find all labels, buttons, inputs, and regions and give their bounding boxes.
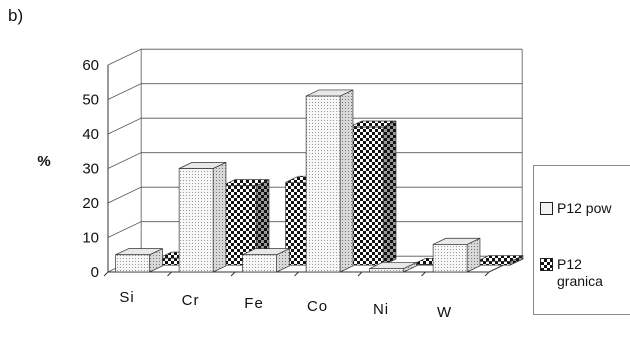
gridline [107, 48, 523, 66]
bar [432, 237, 481, 273]
legend: P12 pow P12 granica [533, 165, 630, 315]
bar-side [339, 89, 354, 273]
x-tick [230, 271, 236, 277]
dotted-swatch-icon [540, 202, 553, 215]
x-tick-label: Co [307, 298, 328, 315]
bar [348, 120, 397, 266]
checkered-swatch-icon [540, 258, 553, 271]
bar [305, 89, 354, 273]
bar-front [369, 268, 404, 273]
x-tick-label: Si [119, 289, 134, 306]
bar-front [178, 168, 214, 273]
bar [369, 261, 417, 273]
x-tick [421, 271, 426, 277]
bar-front [242, 254, 277, 273]
bar [242, 248, 290, 273]
legend-label-line-1: P12 [557, 256, 582, 272]
y-tick-label: 40 [82, 126, 99, 143]
panel-label: b) [8, 6, 24, 25]
bar [115, 248, 163, 273]
x-tick [103, 271, 109, 277]
x-tick [484, 271, 490, 277]
bar-side [382, 120, 397, 266]
x-tick-label: Cr [182, 292, 200, 309]
bar-side [212, 161, 227, 273]
bar-front [432, 244, 468, 273]
y-tick-label: 60 [82, 57, 99, 74]
legend-label: P12 pow [557, 200, 612, 216]
bar-front [305, 95, 341, 273]
x-tick [357, 271, 363, 277]
x-tick-label: Ni [373, 301, 389, 318]
y-axis-label: % [37, 153, 50, 170]
y-tick-label: 20 [82, 195, 99, 212]
bar-front [475, 261, 511, 266]
y-tick-label: 50 [82, 92, 99, 109]
bar [475, 254, 524, 266]
legend-label-line-2: granica [557, 273, 603, 289]
bar-front [348, 126, 384, 266]
y-tick-label: 10 [82, 230, 99, 247]
bar [178, 161, 227, 273]
x-tick [294, 271, 299, 277]
y-tick-label: 0 [91, 264, 99, 281]
x-tick-label: Fe [244, 295, 264, 312]
x-tick [167, 271, 172, 277]
y-tick-label: 30 [82, 161, 99, 178]
x-tick-label: W [437, 304, 452, 321]
bar-front [115, 254, 150, 273]
